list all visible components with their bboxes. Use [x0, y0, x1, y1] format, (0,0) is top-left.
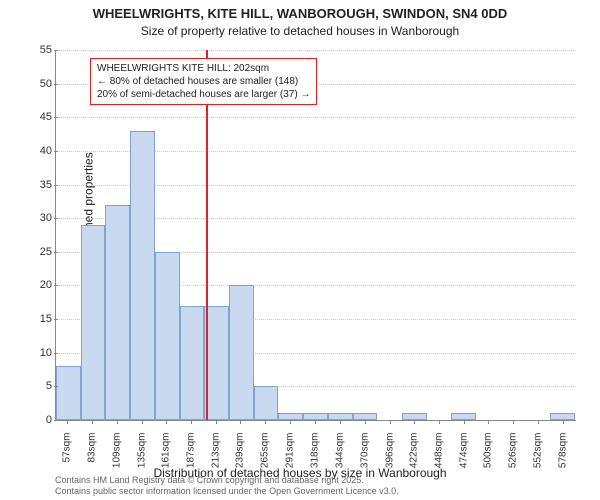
x-tick-mark: [67, 420, 68, 424]
x-tick-mark: [142, 420, 143, 424]
x-tick-mark: [216, 420, 217, 424]
histogram-bar: [278, 413, 303, 420]
y-tick-mark: [54, 420, 58, 421]
chart-title-sub: Size of property relative to detached ho…: [0, 24, 600, 38]
x-tick-mark: [365, 420, 366, 424]
property-marker-line: [206, 50, 208, 420]
y-tick-mark: [54, 84, 58, 85]
y-tick-label: 40: [22, 145, 52, 157]
y-tick-label: 0: [22, 414, 52, 426]
attribution-text: Contains HM Land Registry data © Crown c…: [55, 475, 399, 497]
y-tick-label: 20: [22, 279, 52, 291]
y-tick-mark: [54, 117, 58, 118]
callout-line: 20% of semi-detached houses are larger (…: [97, 88, 310, 101]
y-tick-label: 25: [22, 246, 52, 258]
histogram-bar: [254, 386, 279, 420]
gridline-h: [56, 117, 576, 118]
x-tick-mark: [265, 420, 266, 424]
x-tick-mark: [240, 420, 241, 424]
x-tick-mark: [513, 420, 514, 424]
histogram-bar: [303, 413, 328, 420]
y-tick-label: 50: [22, 78, 52, 90]
x-tick-mark: [563, 420, 564, 424]
x-tick-mark: [315, 420, 316, 424]
x-tick-mark: [117, 420, 118, 424]
x-tick-mark: [290, 420, 291, 424]
chart-container: WHEELWRIGHTS, KITE HILL, WANBOROUGH, SWI…: [0, 0, 600, 500]
y-tick-mark: [54, 50, 58, 51]
y-tick-label: 10: [22, 347, 52, 359]
x-tick-mark: [488, 420, 489, 424]
attribution-line: Contains public sector information licen…: [55, 486, 399, 497]
histogram-bar: [229, 285, 254, 420]
x-tick-mark: [191, 420, 192, 424]
y-tick-mark: [54, 252, 58, 253]
y-tick-mark: [54, 386, 58, 387]
histogram-bar: [155, 252, 180, 420]
x-tick-mark: [464, 420, 465, 424]
y-tick-mark: [54, 218, 58, 219]
y-tick-label: 30: [22, 212, 52, 224]
y-tick-mark: [54, 319, 58, 320]
histogram-bar: [353, 413, 378, 420]
y-tick-mark: [54, 185, 58, 186]
plot-area: [55, 50, 576, 421]
x-tick-mark: [92, 420, 93, 424]
histogram-bar: [180, 306, 205, 420]
x-tick-mark: [538, 420, 539, 424]
x-tick-mark: [340, 420, 341, 424]
x-tick-mark: [414, 420, 415, 424]
y-tick-mark: [54, 151, 58, 152]
marker-callout: WHEELWRIGHTS KITE HILL: 202sqm ← 80% of …: [90, 58, 317, 105]
histogram-bar: [550, 413, 575, 420]
y-tick-mark: [54, 353, 58, 354]
chart-title-main: WHEELWRIGHTS, KITE HILL, WANBOROUGH, SWI…: [0, 6, 600, 21]
y-tick-label: 55: [22, 44, 52, 56]
gridline-h: [56, 50, 576, 51]
y-tick-label: 5: [22, 380, 52, 392]
histogram-bar: [105, 205, 130, 420]
histogram-bar: [328, 413, 353, 420]
histogram-bar: [81, 225, 106, 420]
histogram-bar: [130, 131, 155, 420]
x-tick-mark: [166, 420, 167, 424]
histogram-bar: [56, 366, 81, 420]
histogram-bar: [451, 413, 476, 420]
callout-line: ← 80% of detached houses are smaller (14…: [97, 75, 310, 88]
y-tick-label: 45: [22, 111, 52, 123]
attribution-line: Contains HM Land Registry data © Crown c…: [55, 475, 399, 486]
histogram-bar: [402, 413, 427, 420]
x-tick-mark: [439, 420, 440, 424]
y-tick-label: 35: [22, 179, 52, 191]
y-tick-mark: [54, 285, 58, 286]
y-tick-label: 15: [22, 313, 52, 325]
callout-line: WHEELWRIGHTS KITE HILL: 202sqm: [97, 62, 310, 75]
x-tick-mark: [390, 420, 391, 424]
